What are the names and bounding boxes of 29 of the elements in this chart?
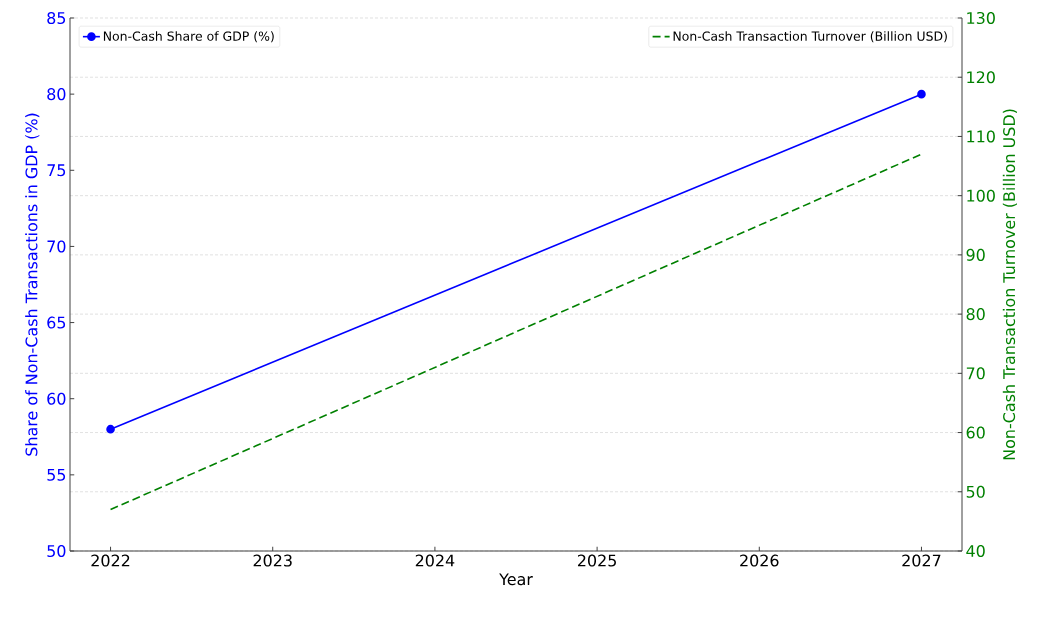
y-tick-label: 50 [47, 544, 66, 558]
y2-tick-label: 110 [967, 130, 995, 143]
y2-tick-label: 80 [966, 308, 985, 321]
y2-tick-label: 130 [967, 11, 995, 25]
x-tick-label: 2027 [902, 554, 941, 567]
y-tick-label: 80 [47, 88, 66, 101]
x-tick-label: 2025 [577, 554, 616, 567]
y2-axis-title: Non-Cash Transaction Turnover (Billion USD) [1002, 109, 1017, 460]
y-tick-label: 55 [47, 468, 66, 481]
x-tick-label: 2022 [91, 554, 130, 567]
x-axis-title: Year [499, 573, 533, 586]
legend-label: Non-Cash Transaction Turnover (Billion USD) [673, 31, 947, 43]
y-tick-label: 75 [47, 164, 66, 177]
y2-tick-label: 90 [966, 248, 985, 261]
x-tick-label: 2026 [740, 554, 779, 567]
y2-tick-label: 120 [967, 71, 995, 84]
y2-tick-label: 40 [966, 544, 985, 558]
x-tick-label: 2023 [253, 554, 292, 567]
y-tick-label: 60 [47, 392, 66, 405]
y-tick-label: 85 [47, 11, 66, 25]
y2-tick-label: 70 [966, 367, 985, 380]
y2-tick-label: 60 [966, 426, 985, 439]
y2-tick-label: 50 [966, 485, 985, 498]
legend-label: Non-Cash Share of GDP (%) [103, 31, 274, 43]
x-tick-label: 2024 [415, 554, 455, 567]
y-axis-title: Share of Non-Cash Transactions in GDP (%) [25, 113, 40, 456]
y-tick-label: 70 [47, 240, 66, 253]
y-tick-label: 65 [47, 316, 66, 329]
y2-tick-label: 100 [967, 189, 995, 202]
